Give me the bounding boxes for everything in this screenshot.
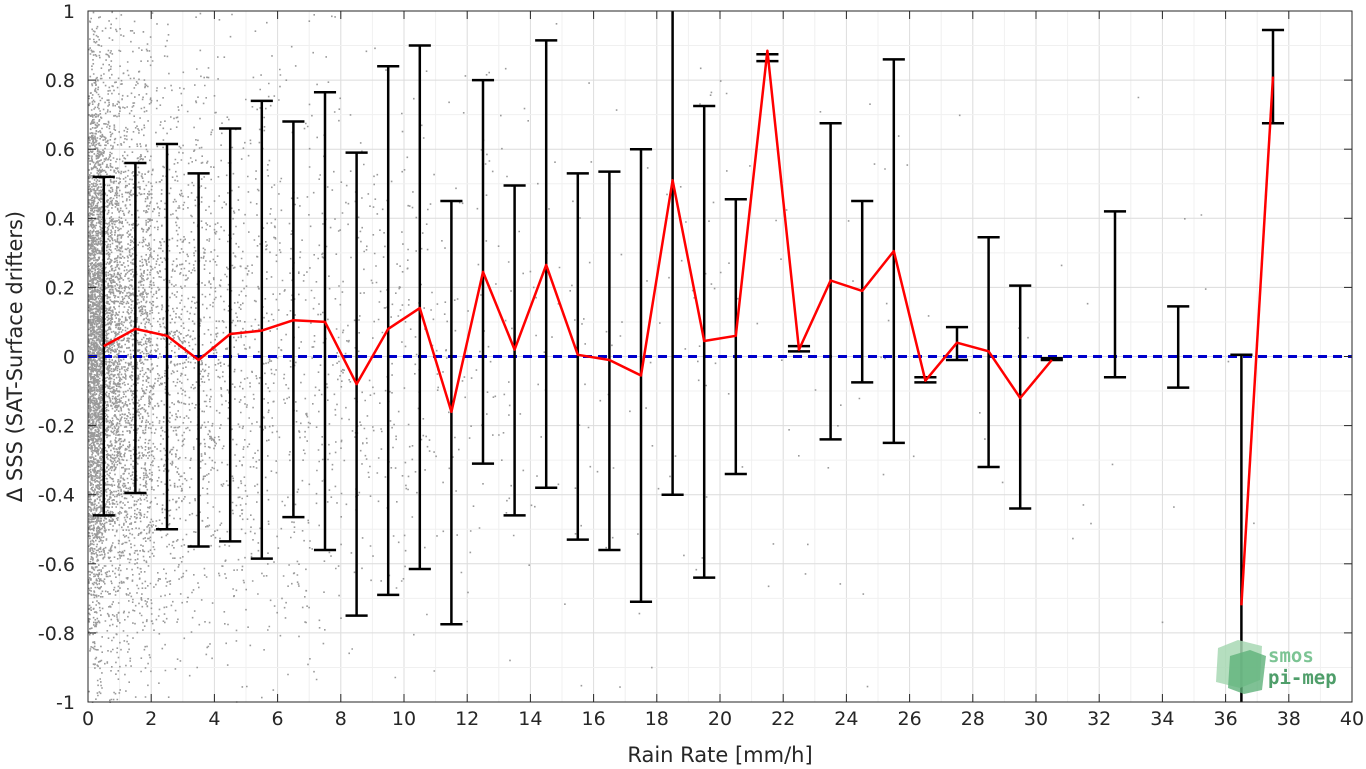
x-tick-label: 30: [1024, 708, 1048, 730]
y-tick-label: -0.2: [38, 416, 75, 438]
x-tick-label: 28: [961, 708, 985, 730]
x-tick-label: 38: [1277, 708, 1301, 730]
x-tick-label: 36: [1214, 708, 1238, 730]
error-bar: [1040, 356, 1063, 362]
x-tick-label: 12: [455, 708, 479, 730]
mean-line-segment: [1240, 76, 1275, 606]
x-tick-label: 18: [645, 708, 669, 730]
x-tick-label: 2: [145, 708, 157, 730]
y-tick-label: -0.8: [38, 623, 75, 645]
x-tick-label: 22: [771, 708, 795, 730]
x-axis-label: Rain Rate [mm/h]: [627, 743, 812, 767]
x-tick-label: 6: [272, 708, 284, 730]
smos-pi-mep-logo: smos pi-mep: [1216, 640, 1337, 694]
y-tick-label: -0.4: [38, 485, 75, 507]
error-bar: [1167, 305, 1190, 389]
y-tick-label: 1: [63, 1, 75, 23]
x-tick-label: 4: [208, 708, 220, 730]
y-tick-label: 0.4: [45, 208, 75, 230]
x-tick-label: 8: [335, 708, 347, 730]
y-tick-label: -1: [56, 692, 75, 714]
x-tick-label: 10: [392, 708, 416, 730]
y-tick-label: 0.8: [45, 70, 75, 92]
error-bar: [661, 11, 684, 496]
x-tick-label: 34: [1150, 708, 1174, 730]
x-tick-label: 20: [708, 708, 732, 730]
x-tick-label: 40: [1340, 708, 1364, 730]
y-tick-label: -0.6: [38, 554, 75, 576]
y-axis-label: Δ SSS (SAT-Surface drifters): [3, 211, 27, 502]
axis-ticks: 0 2 4 6 8 10 12 14 16 18 20 22 24 26 28 30 32 34 36 38 40-1-…: [38, 1, 1364, 730]
error-bar: [566, 172, 589, 541]
x-tick-label: 24: [834, 708, 858, 730]
x-tick-label: 32: [1087, 708, 1111, 730]
x-tick-label: 26: [898, 708, 922, 730]
mean-line: [103, 49, 1275, 606]
y-tick-label: 0.2: [45, 277, 75, 299]
x-tick-label: 16: [582, 708, 606, 730]
y-tick-label: 0: [63, 347, 75, 369]
logo-cube-front: [1228, 650, 1266, 694]
logo-line2: pi-mep: [1268, 667, 1337, 689]
error-bar: [1103, 210, 1127, 379]
logo-line1: smos: [1268, 645, 1314, 667]
x-tick-label: 0: [82, 708, 94, 730]
y-tick-label: 0.6: [45, 139, 75, 161]
x-tick-label: 14: [518, 708, 542, 730]
